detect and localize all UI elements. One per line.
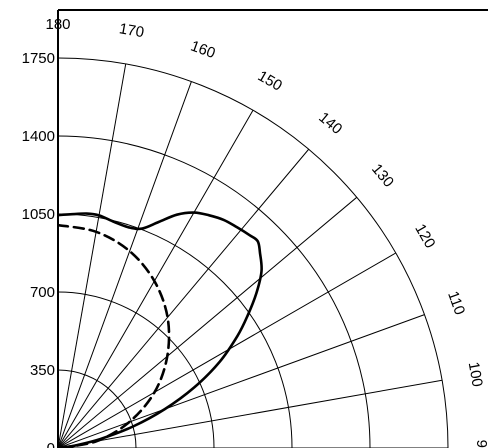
grid-circle [58, 369, 137, 448]
radial-tick-label: 1050 [22, 206, 55, 223]
series-line-solid [58, 211, 263, 448]
grid-circle [58, 57, 449, 448]
angular-tick-label: 180 [45, 16, 70, 33]
angular-tick-label: 90 [473, 440, 490, 448]
grid-spoke [58, 81, 192, 448]
angular-tick-label: 150 [255, 67, 285, 94]
angular-tick-label: 120 [411, 221, 438, 251]
angular-tick-label: 170 [118, 20, 146, 41]
radial-tick-label: 1750 [22, 50, 55, 67]
grid-spoke [58, 379, 443, 448]
radial-tick-label: 0 [47, 440, 55, 448]
series-group [58, 211, 263, 448]
radial-tick-label: 1400 [22, 128, 55, 145]
grid-circle [58, 135, 371, 448]
angular-tick-label: 140 [315, 109, 345, 138]
grid-spoke [58, 110, 254, 448]
tick-labels: 0 350 700 1050 1400 1750 180 170 160 150 140 130 120… [22, 16, 490, 448]
angular-tick-label: 130 [368, 161, 397, 191]
grid-spoke [58, 148, 310, 448]
radial-tick-label: 350 [30, 362, 55, 379]
grid [58, 57, 449, 448]
grid-spoke [58, 196, 358, 448]
series-line-dashed [58, 223, 171, 448]
grid-spoke [58, 314, 425, 448]
plot-frame [57, 9, 488, 448]
angular-tick-label: 160 [188, 38, 217, 63]
grid-spoke [58, 63, 127, 448]
angular-tick-label: 110 [444, 289, 468, 317]
angular-tick-label: 100 [465, 361, 486, 389]
radial-tick-label: 700 [30, 284, 55, 301]
